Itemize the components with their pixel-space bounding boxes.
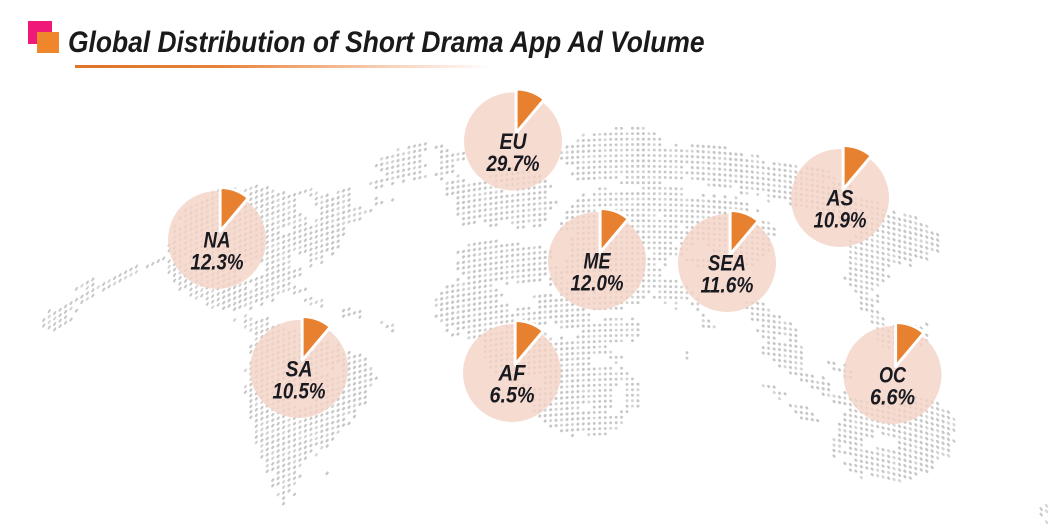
svg-text:12.0%: 12.0% <box>571 271 624 296</box>
svg-text:6.5%: 6.5% <box>490 383 535 408</box>
svg-text:OC: OC <box>879 363 907 388</box>
svg-text:10.9%: 10.9% <box>814 208 867 233</box>
svg-text:SA: SA <box>286 357 313 382</box>
svg-text:AF: AF <box>498 361 526 386</box>
svg-text:AS: AS <box>826 186 854 211</box>
svg-text:29.7%: 29.7% <box>486 151 540 176</box>
svg-text:11.6%: 11.6% <box>701 273 754 298</box>
svg-text:ME: ME <box>584 249 612 274</box>
svg-text:NA: NA <box>204 228 231 253</box>
svg-text:10.5%: 10.5% <box>273 379 326 404</box>
svg-text:SEA: SEA <box>708 251 746 276</box>
svg-text:6.6%: 6.6% <box>870 385 915 410</box>
svg-text:EU: EU <box>500 129 528 154</box>
svg-text:12.3%: 12.3% <box>191 250 244 275</box>
